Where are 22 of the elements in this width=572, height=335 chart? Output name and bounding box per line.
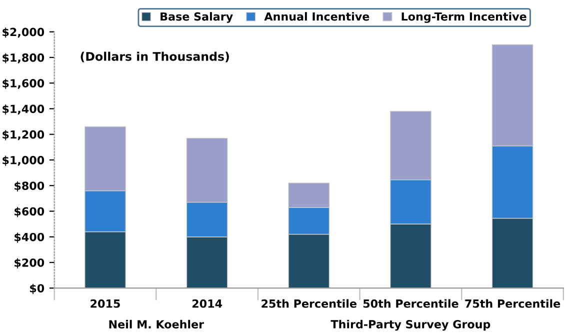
- y-tick-label: $600: [14, 206, 44, 218]
- x-tick-label: 2014: [192, 299, 222, 308]
- y-tick-label: $0: [30, 284, 44, 294]
- y-tick-label: $1,000: [2, 156, 44, 166]
- y-tick-label: $1,200: [2, 130, 44, 140]
- x-tick-label: 75th Percentile: [465, 299, 560, 308]
- y-tick-label: $800: [14, 181, 44, 192]
- legend-label: Base Salary: [160, 12, 233, 23]
- annotation: (Dollars in Thousands): [80, 52, 229, 62]
- x-tick-label: 25th Percentile: [262, 299, 356, 308]
- legend-label: Annual Incentive: [264, 12, 370, 21]
- text: Third-Party Survey Group: [330, 320, 490, 331]
- y-tick-label: $2,000: [2, 28, 44, 38]
- x-tick-label: 50th Percentile: [363, 299, 458, 308]
- x-tick-label: 2015: [90, 299, 120, 308]
- y-tick-label: $1,600: [2, 78, 44, 89]
- text: Neil M. Koehler: [109, 320, 204, 328]
- y-tick-label: $1,400: [2, 104, 44, 115]
- y-tick-label: $400: [14, 232, 44, 243]
- y-tick-label: $1,800: [2, 53, 44, 64]
- legend-label: Long-Term Incentive: [402, 12, 526, 23]
- y-tick-label: $200: [14, 258, 44, 268]
